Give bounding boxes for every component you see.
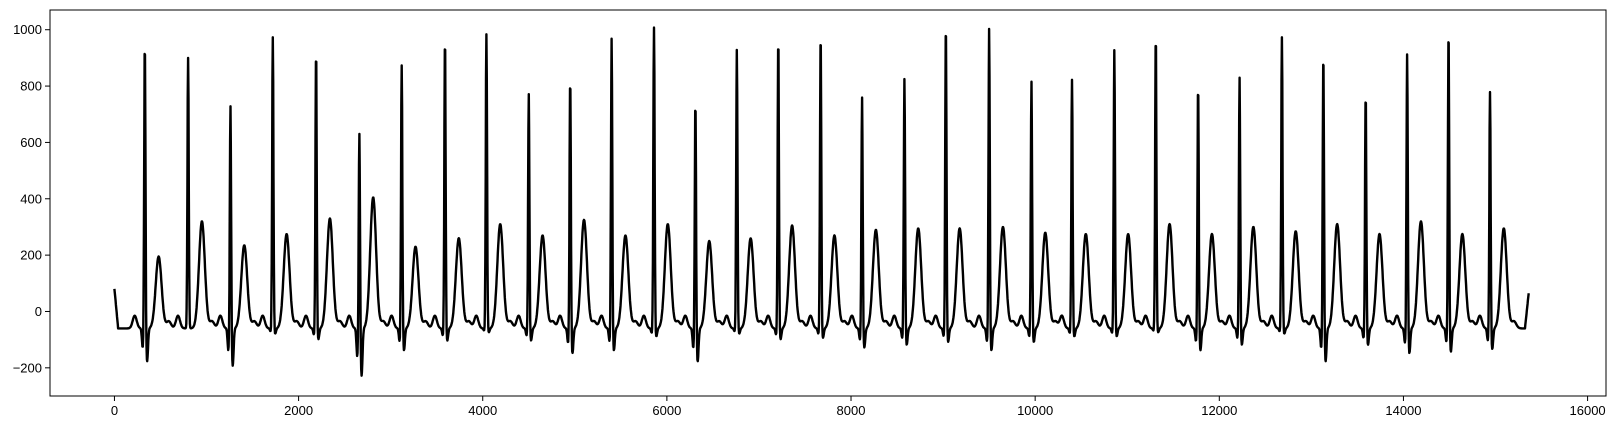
x-tick-label: 0 (111, 403, 118, 418)
y-tick-label: 600 (20, 135, 42, 150)
x-tick-label: 8000 (837, 403, 866, 418)
x-tick-label: 4000 (468, 403, 497, 418)
x-tick-label: 6000 (652, 403, 681, 418)
y-tick-label: 0 (35, 304, 42, 319)
y-tick-label: 200 (20, 248, 42, 263)
x-tick-label: 16000 (1570, 403, 1606, 418)
x-tick-label: 14000 (1385, 403, 1421, 418)
axes: 0 2000 4000 6000 8000 10000 12000 14000 16000−20… (13, 9, 1607, 418)
plot-frame (49, 9, 1607, 397)
y-tick-label: 1000 (13, 22, 42, 37)
x-tick-label: 12000 (1201, 403, 1237, 418)
signal-series-line (113, 26, 1530, 377)
x-tick-label: 2000 (284, 403, 313, 418)
plot-area (113, 26, 1530, 377)
y-tick-label: 400 (20, 191, 42, 206)
y-tick-label: −200 (13, 360, 42, 375)
x-tick-label: 10000 (1017, 403, 1053, 418)
y-tick-label: 800 (20, 79, 42, 94)
